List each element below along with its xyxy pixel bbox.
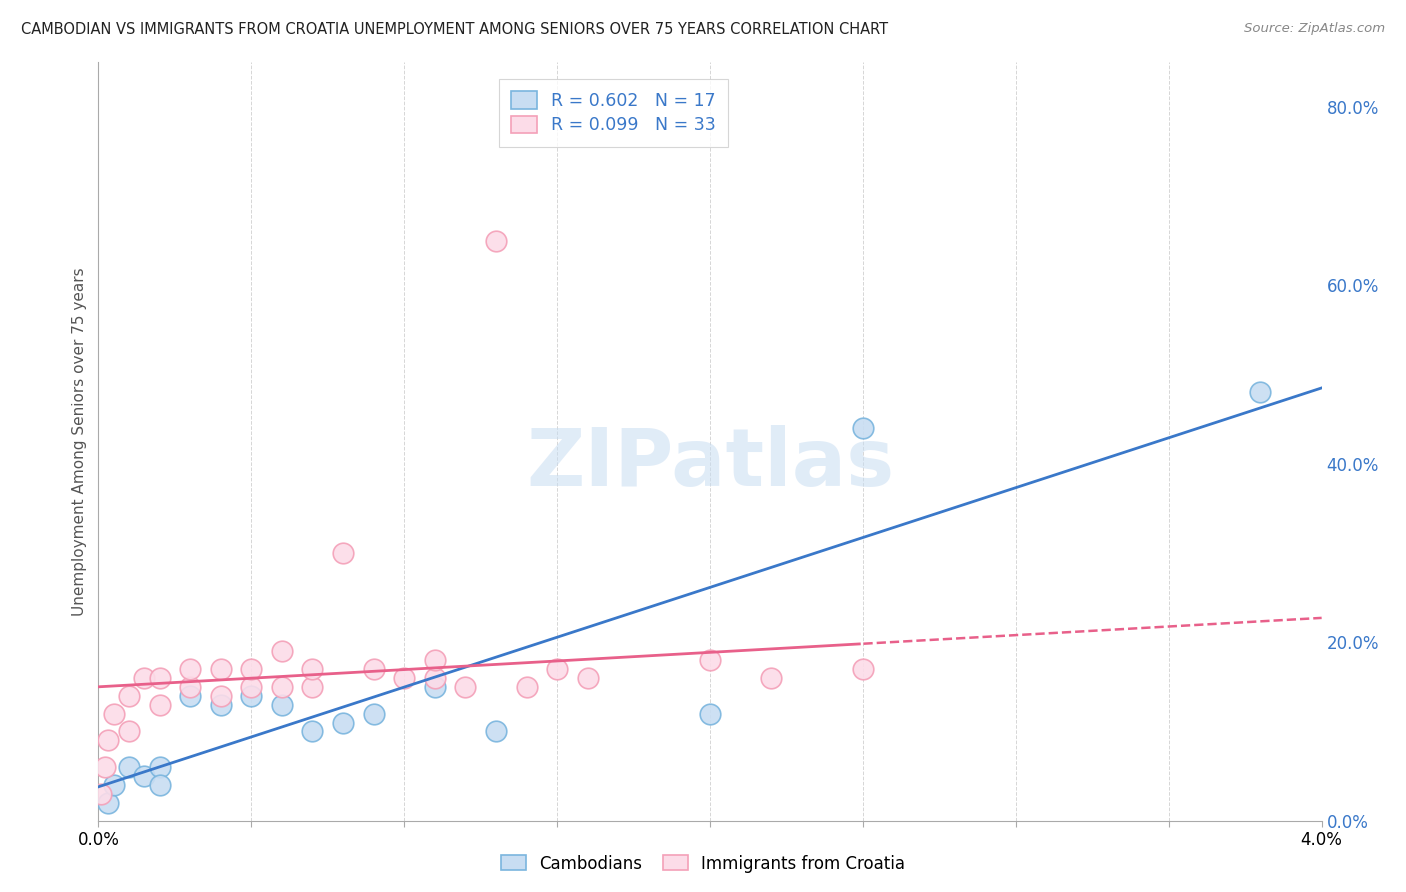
- Point: [209, 689, 232, 703]
- Point: [97, 733, 120, 747]
- Point: [454, 680, 477, 694]
- Point: [423, 653, 446, 667]
- Point: [301, 724, 323, 739]
- Point: [270, 680, 294, 694]
- Point: [209, 698, 232, 712]
- Point: [699, 653, 721, 667]
- Point: [90, 787, 112, 801]
- Point: [93, 760, 115, 774]
- Point: [392, 671, 416, 685]
- Point: [516, 680, 538, 694]
- Point: [179, 689, 201, 703]
- Point: [270, 698, 294, 712]
- Point: [134, 671, 156, 685]
- Point: [699, 706, 721, 721]
- Point: [301, 680, 323, 694]
- Point: [485, 234, 508, 248]
- Point: [852, 662, 875, 676]
- Point: [485, 724, 508, 739]
- Point: [363, 662, 385, 676]
- Point: [240, 689, 263, 703]
- Text: Source: ZipAtlas.com: Source: ZipAtlas.com: [1244, 22, 1385, 36]
- Point: [179, 662, 201, 676]
- Point: [332, 715, 354, 730]
- Y-axis label: Unemployment Among Seniors over 75 years: Unemployment Among Seniors over 75 years: [72, 268, 87, 615]
- Point: [852, 421, 875, 435]
- Point: [759, 671, 782, 685]
- Point: [149, 671, 172, 685]
- Point: [423, 671, 446, 685]
- Point: [149, 760, 172, 774]
- Text: CAMBODIAN VS IMMIGRANTS FROM CROATIA UNEMPLOYMENT AMONG SENIORS OVER 75 YEARS CO: CAMBODIAN VS IMMIGRANTS FROM CROATIA UNE…: [21, 22, 889, 37]
- Point: [546, 662, 568, 676]
- Legend: R = 0.602   N = 17, R = 0.099   N = 33: R = 0.602 N = 17, R = 0.099 N = 33: [499, 78, 727, 146]
- Point: [103, 778, 125, 792]
- Point: [423, 680, 446, 694]
- Point: [240, 680, 263, 694]
- Point: [270, 644, 294, 658]
- Point: [118, 760, 141, 774]
- Point: [332, 546, 354, 560]
- Point: [149, 698, 172, 712]
- Point: [118, 689, 141, 703]
- Point: [1249, 385, 1271, 400]
- Point: [97, 796, 120, 810]
- Point: [118, 724, 141, 739]
- Point: [301, 662, 323, 676]
- Point: [363, 706, 385, 721]
- Point: [149, 778, 172, 792]
- Point: [179, 680, 201, 694]
- Point: [240, 662, 263, 676]
- Point: [209, 662, 232, 676]
- Point: [576, 671, 599, 685]
- Legend: Cambodians, Immigrants from Croatia: Cambodians, Immigrants from Croatia: [495, 848, 911, 880]
- Point: [134, 769, 156, 783]
- Point: [103, 706, 125, 721]
- Text: ZIPatlas: ZIPatlas: [526, 425, 894, 503]
